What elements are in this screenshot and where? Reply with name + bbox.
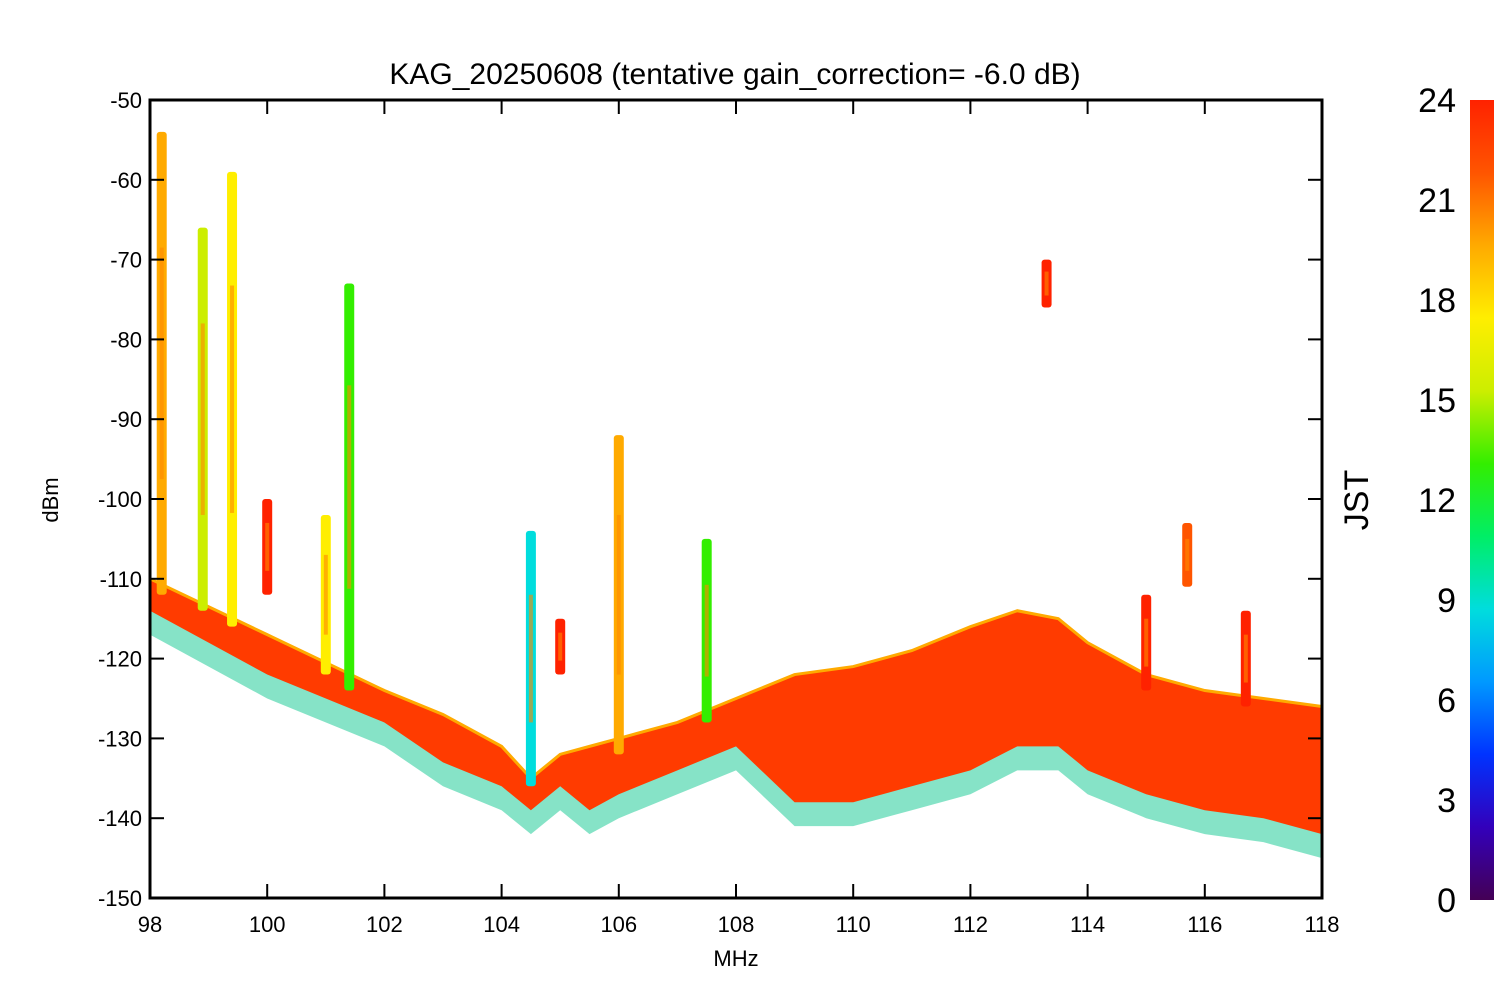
signal-column-core <box>200 323 205 515</box>
x-tick-label: 100 <box>249 912 286 937</box>
signal-column-core <box>1044 271 1049 296</box>
signal-column-core <box>159 247 164 480</box>
x-tick-label: 104 <box>483 912 520 937</box>
y-tick-label: -80 <box>110 327 142 352</box>
signal-column-core <box>528 594 533 723</box>
x-tick-label: 108 <box>718 912 755 937</box>
colorbar-tick-label: 24 <box>1418 82 1456 120</box>
x-tick-label: 102 <box>366 912 403 937</box>
signal-column-core <box>1144 618 1149 667</box>
noise-floor-band <box>150 578 1322 835</box>
chart-title: KAG_20250608 (tentative gain_correction=… <box>389 58 1080 91</box>
y-tick-label: -130 <box>98 726 142 751</box>
y-tick-label: -110 <box>100 567 142 592</box>
noise-floor-fringe <box>150 602 1322 859</box>
signal-column-core <box>347 385 352 589</box>
x-tick-label: 114 <box>1070 912 1105 937</box>
data-marks <box>149 131 1323 859</box>
signal-column-core <box>1243 634 1248 683</box>
x-tick-label: 106 <box>600 912 637 937</box>
y-tick-label: -90 <box>110 407 142 432</box>
y-tick-label: -150 <box>98 886 142 911</box>
signal-column-core <box>616 514 621 675</box>
x-tick-label: 116 <box>1187 912 1222 937</box>
y-tick-label: -140 <box>98 806 142 831</box>
signal-column-core <box>704 584 709 677</box>
x-tick-label: 112 <box>953 912 988 937</box>
signal-column-core <box>230 285 235 513</box>
colorbar-tick-label: 21 <box>1418 182 1456 220</box>
x-axis-label: MHz <box>713 946 758 971</box>
x-tick-label: 118 <box>1304 912 1339 937</box>
signal-column-core <box>265 522 270 571</box>
colorbar-ticks: 24 21 18 15 12 9 6 3 0 <box>1418 82 1456 920</box>
colorbar-tick-label: 3 <box>1437 782 1456 820</box>
y-axis-label: dBm <box>38 477 63 522</box>
signal-column-core <box>558 632 563 661</box>
x-tick-label: 110 <box>836 912 871 937</box>
colorbar-tick-label: 15 <box>1418 382 1456 420</box>
signal-column-core <box>323 554 328 635</box>
colorbar-tick-label: 6 <box>1437 682 1456 720</box>
colorbar-label: JST <box>1338 470 1376 530</box>
colorbar-tick-label: 0 <box>1437 882 1456 920</box>
colorbar-tick-label: 9 <box>1437 582 1456 620</box>
colorbar-tick-label: 12 <box>1418 482 1456 520</box>
colorbar-tick-label: 18 <box>1418 282 1456 320</box>
signal-column-core <box>1185 538 1190 571</box>
y-tick-label: -120 <box>98 647 142 672</box>
colorbar <box>1470 100 1494 900</box>
y-tick-label: -100 <box>98 487 142 512</box>
y-tick-label: -60 <box>110 168 142 193</box>
x-axis: 98 100 102 104 106 108 110 112 114 116 118 <box>138 100 1340 937</box>
noise-floor-edge <box>149 577 1323 781</box>
y-tick-label: -50 <box>110 88 142 113</box>
y-tick-label: -70 <box>110 248 142 273</box>
y-axis: -50 -60 -70 -80 -90 -100 -110 -120 -130 -140 -150 <box>98 88 1322 911</box>
x-tick-label: 98 <box>138 912 162 937</box>
